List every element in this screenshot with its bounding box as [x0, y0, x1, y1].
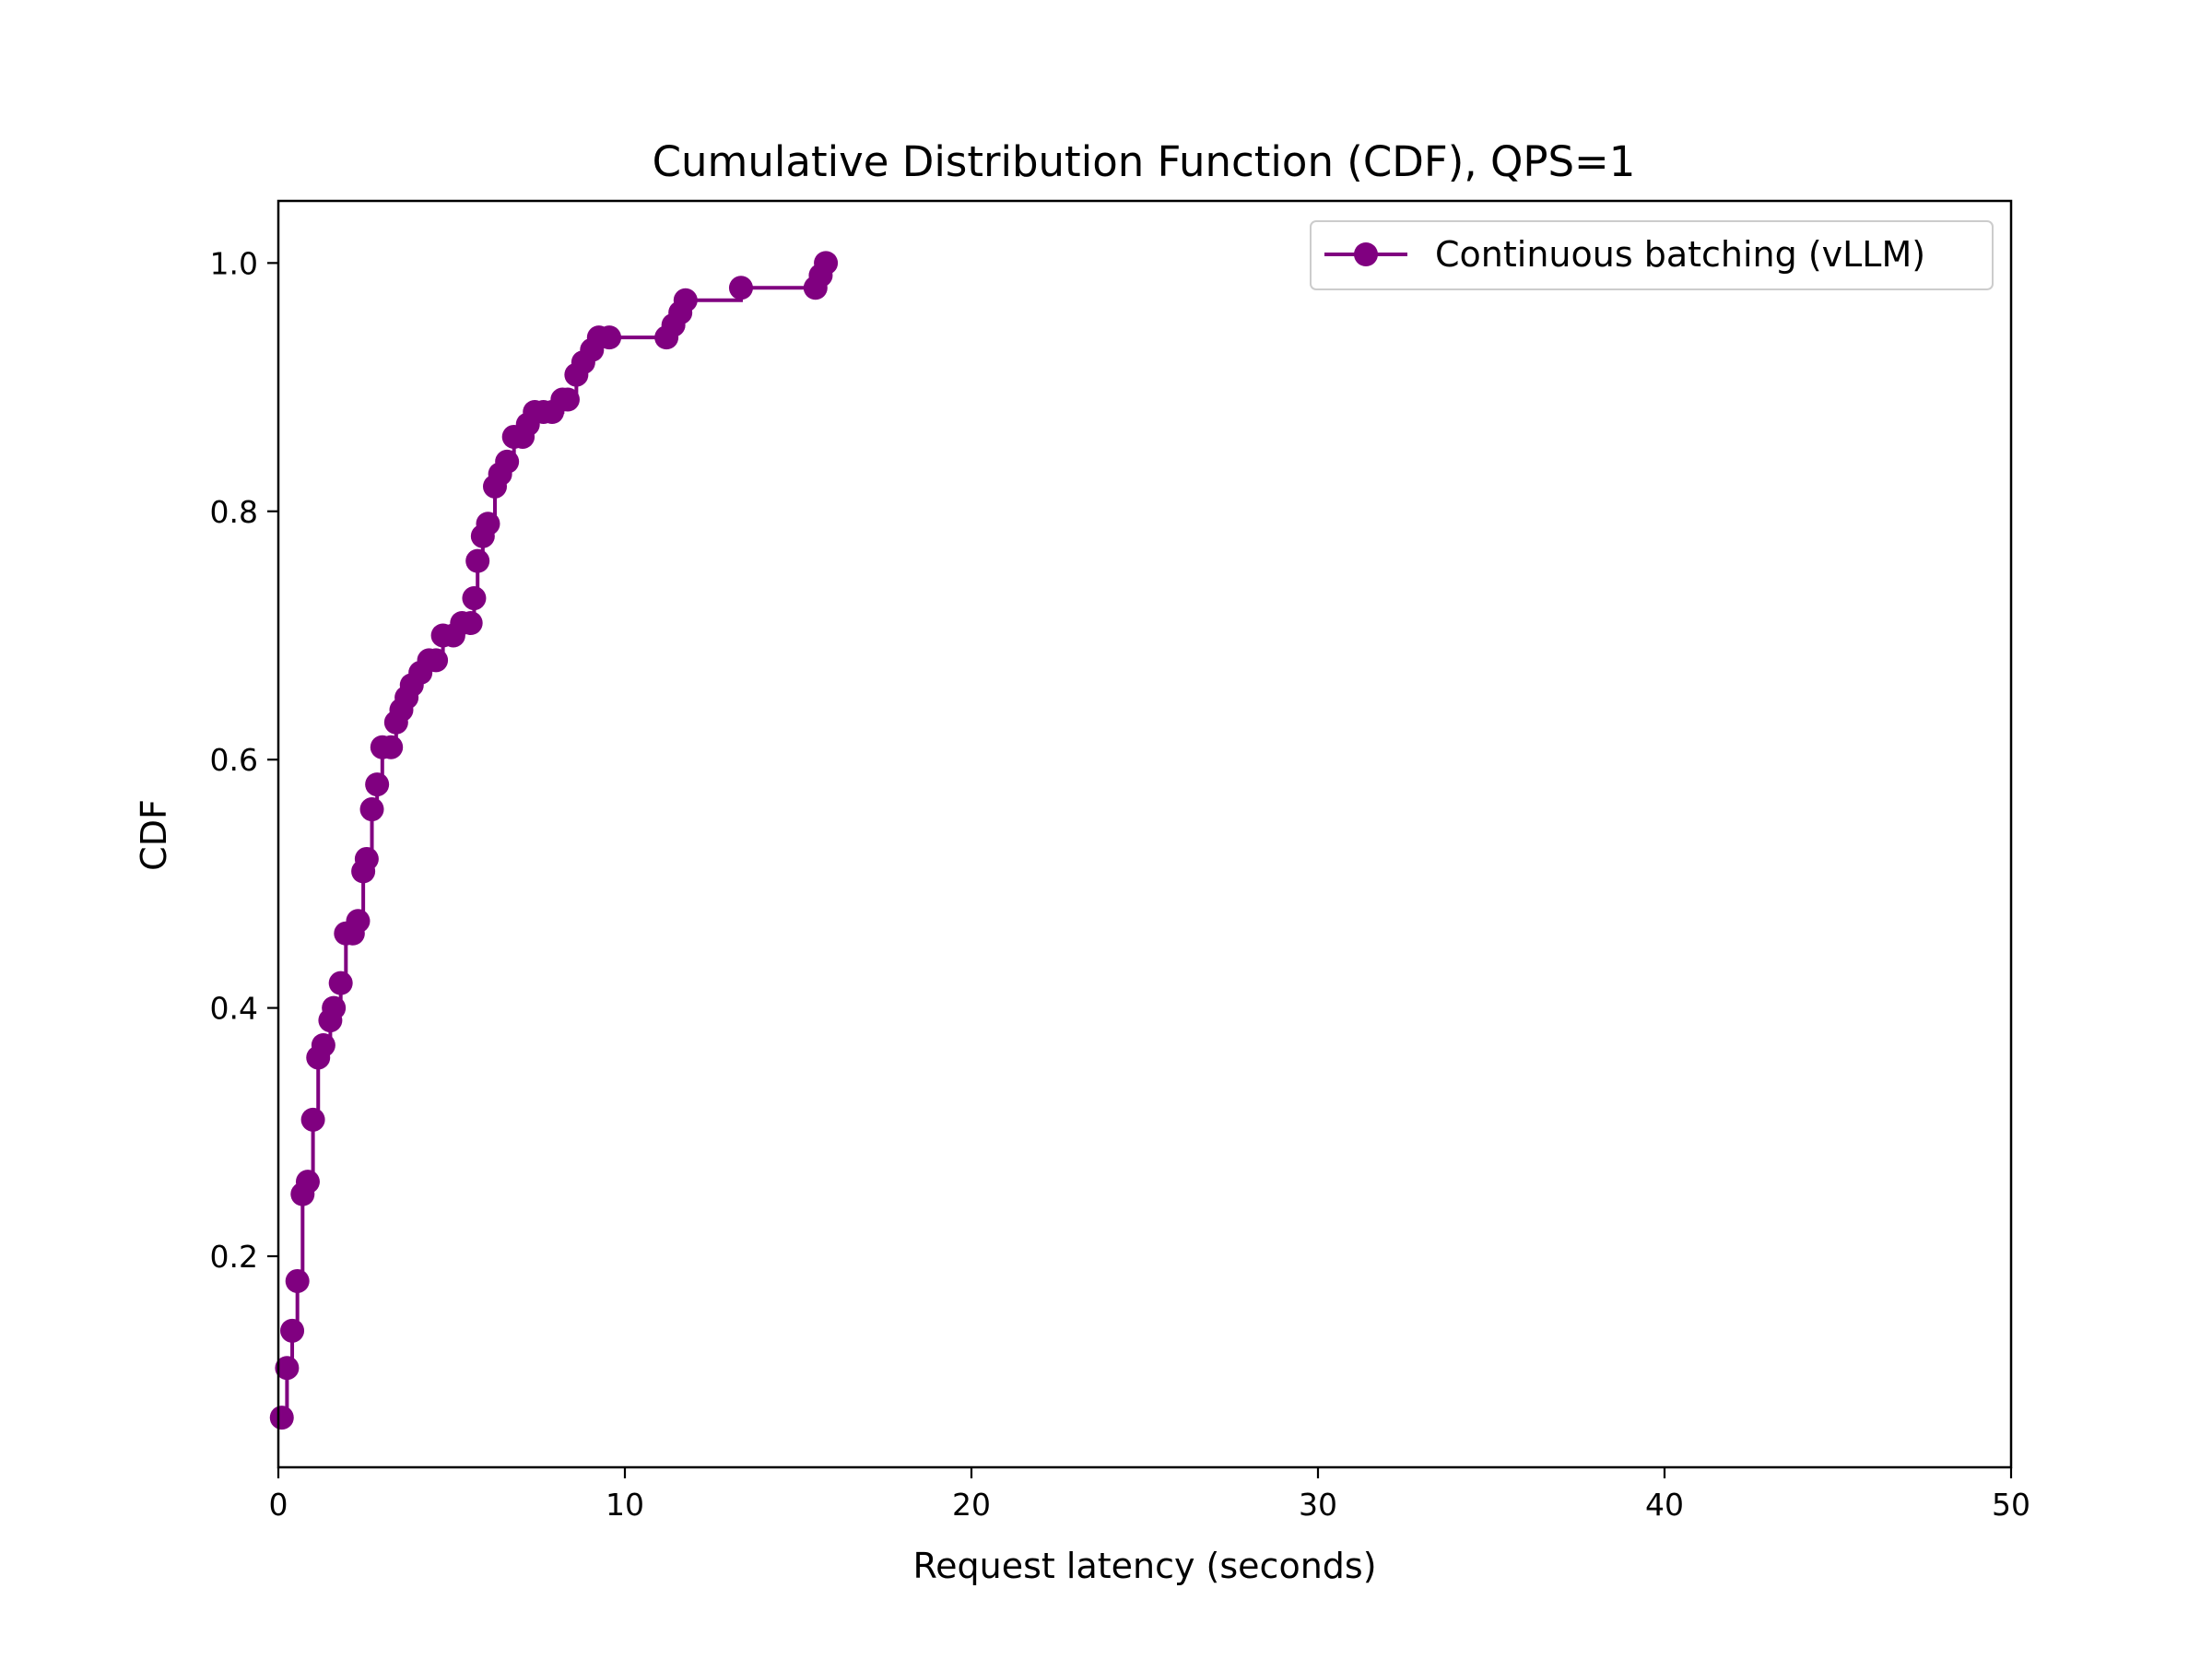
data-point-marker — [555, 387, 580, 412]
legend-marker-swatch — [1354, 242, 1378, 266]
data-point-marker — [322, 995, 347, 1020]
data-point-marker — [269, 1406, 294, 1430]
y-tick-label: 0.6 — [210, 742, 258, 778]
data-point-marker — [275, 1356, 300, 1381]
x-tick-label: 0 — [269, 1487, 288, 1523]
x-axis-label: Request latency (seconds) — [912, 1546, 1376, 1586]
y-axis-ticks: 0.2 0.4 0.6 0.8 1.0 — [210, 245, 278, 1275]
data-point-marker — [495, 449, 520, 474]
data-point-marker — [476, 512, 500, 536]
chart-title: Cumulative Distribution Function (CDF), … — [653, 137, 1636, 186]
x-tick-label: 30 — [1299, 1487, 1337, 1523]
x-tick-label: 40 — [1645, 1487, 1684, 1523]
data-point-marker — [354, 846, 379, 871]
y-axis-label: CDF — [134, 799, 174, 871]
data-point-marker — [328, 971, 353, 995]
y-tick-label: 0.8 — [210, 494, 258, 530]
data-point-marker — [359, 797, 384, 822]
data-point-marker — [462, 586, 487, 611]
y-tick-label: 0.4 — [210, 991, 258, 1027]
data-point-marker — [728, 276, 753, 300]
x-tick-label: 10 — [606, 1487, 644, 1523]
data-point-marker — [365, 772, 390, 797]
data-point-marker — [465, 548, 490, 573]
data-point-marker — [673, 288, 698, 312]
data-point-marker — [285, 1268, 310, 1293]
legend: Continuous batching (vLLM) — [1310, 220, 1994, 290]
data-point-marker — [814, 251, 839, 276]
y-tick-label: 0.2 — [210, 1239, 258, 1275]
plot-area — [269, 251, 839, 1430]
data-point-marker — [295, 1170, 320, 1194]
x-tick-label: 50 — [1992, 1487, 2030, 1523]
data-point-marker — [379, 735, 404, 759]
data-point-marker — [311, 1033, 335, 1057]
x-axis-ticks: 0 10 20 30 40 50 — [269, 1467, 2030, 1523]
data-point-marker — [597, 325, 622, 350]
legend-box — [1310, 220, 1994, 290]
y-tick-label: 1.0 — [210, 245, 258, 281]
axes-frame — [276, 199, 2013, 1469]
data-point-marker — [424, 648, 449, 673]
legend-entry-label: Continuous batching (vLLM) — [1435, 234, 1925, 275]
data-point-marker — [300, 1107, 325, 1132]
data-point-marker — [280, 1318, 305, 1343]
x-tick-label: 20 — [952, 1487, 991, 1523]
data-point-marker — [458, 611, 483, 635]
data-point-marker — [346, 909, 371, 934]
